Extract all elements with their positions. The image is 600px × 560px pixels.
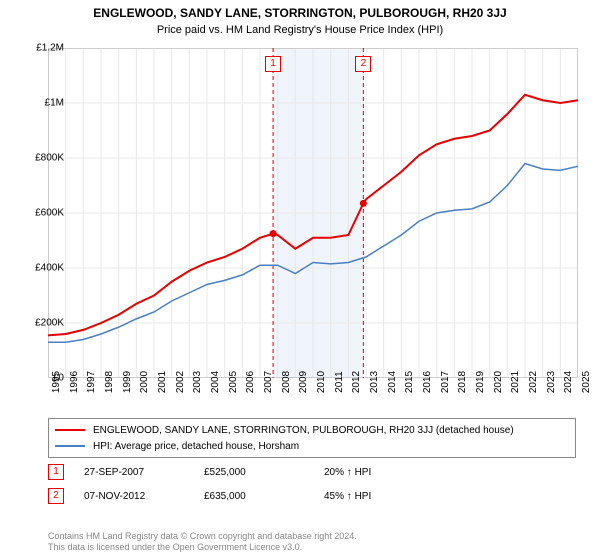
x-tick-label: 2015 [404, 371, 415, 393]
x-tick-label: 1995 [51, 371, 62, 393]
y-tick-label: £200K [24, 318, 64, 329]
legend-row: HPI: Average price, detached house, Hors… [55, 438, 569, 454]
footer-line2: This data is licensed under the Open Gov… [48, 542, 357, 554]
x-tick-label: 1996 [69, 371, 80, 393]
x-tick-label: 2002 [175, 371, 186, 393]
x-tick-label: 2008 [281, 371, 292, 393]
chart-subtitle: Price paid vs. HM Land Registry's House … [0, 20, 600, 38]
x-tick-label: 2007 [263, 371, 274, 393]
y-tick-label: £400K [24, 263, 64, 274]
x-tick-label: 2011 [334, 371, 345, 393]
legend-swatch [55, 429, 85, 431]
x-tick-label: 2016 [422, 371, 433, 393]
x-tick-label: 2013 [369, 371, 380, 393]
annotation-price: £525,000 [204, 467, 324, 478]
chart-svg [48, 48, 578, 378]
x-tick-label: 2001 [157, 371, 168, 393]
x-tick-label: 2006 [245, 371, 256, 393]
annotation-row: 1 27-SEP-2007£525,00020% ↑ HPI [48, 464, 578, 480]
x-tick-label: 2019 [475, 371, 486, 393]
annotation-marker-box: 1 [48, 464, 64, 480]
legend-label: HPI: Average price, detached house, Hors… [93, 441, 299, 452]
x-tick-label: 2021 [510, 371, 521, 393]
x-tick-label: 2023 [546, 371, 557, 393]
y-tick-label: £600K [24, 208, 64, 219]
x-tick-label: 2004 [210, 371, 221, 393]
legend-box: ENGLEWOOD, SANDY LANE, STORRINGTON, PULB… [48, 418, 576, 458]
x-tick-label: 2003 [192, 371, 203, 393]
footer-text: Contains HM Land Registry data © Crown c… [48, 531, 357, 554]
event-marker-box: 1 [265, 56, 281, 72]
annotation-price: £635,000 [204, 491, 324, 502]
x-tick-label: 2022 [528, 371, 539, 393]
x-tick-label: 2000 [139, 371, 150, 393]
x-tick-label: 2017 [440, 371, 451, 393]
event-marker-box: 2 [355, 56, 371, 72]
x-tick-label: 1997 [86, 371, 97, 393]
y-tick-label: £1.2M [24, 43, 64, 54]
x-tick-label: 2012 [351, 371, 362, 393]
annotation-date: 27-SEP-2007 [84, 467, 204, 478]
x-tick-label: 2018 [457, 371, 468, 393]
chart-container: ENGLEWOOD, SANDY LANE, STORRINGTON, PULB… [0, 0, 600, 560]
annotation-pct: 45% ↑ HPI [324, 491, 444, 502]
y-tick-label: £1M [24, 98, 64, 109]
legend-swatch [55, 445, 85, 447]
x-tick-label: 2010 [316, 371, 327, 393]
annotation-row: 2 07-NOV-2012£635,00045% ↑ HPI [48, 488, 578, 504]
x-tick-label: 2014 [387, 371, 398, 393]
footer-line1: Contains HM Land Registry data © Crown c… [48, 531, 357, 543]
x-tick-label: 2009 [298, 371, 309, 393]
legend-label: ENGLEWOOD, SANDY LANE, STORRINGTON, PULB… [93, 425, 514, 436]
x-tick-label: 1998 [104, 371, 115, 393]
annotation-pct: 20% ↑ HPI [324, 467, 444, 478]
annotation-date: 07-NOV-2012 [84, 491, 204, 502]
x-tick-label: 1999 [122, 371, 133, 393]
y-tick-label: £800K [24, 153, 64, 164]
x-tick-label: 2020 [493, 371, 504, 393]
x-tick-label: 2025 [581, 371, 592, 393]
x-tick-label: 2005 [228, 371, 239, 393]
chart-plot-area [48, 48, 578, 378]
x-tick-label: 2024 [563, 371, 574, 393]
chart-title: ENGLEWOOD, SANDY LANE, STORRINGTON, PULB… [0, 0, 600, 20]
annotation-marker-box: 2 [48, 488, 64, 504]
legend-row: ENGLEWOOD, SANDY LANE, STORRINGTON, PULB… [55, 422, 569, 438]
